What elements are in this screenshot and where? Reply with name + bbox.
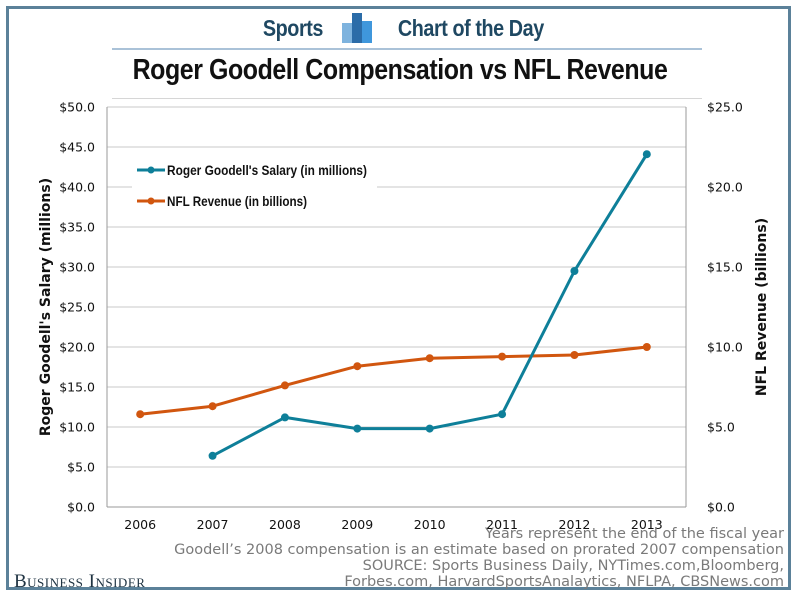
footnote-fiscal-year: Years represent the end of the fiscal ye… (484, 526, 784, 542)
right-tick-label: $25.0 (707, 100, 743, 115)
left-tick-label: $25.0 (59, 300, 95, 315)
series-lines (136, 150, 651, 460)
x-tick-label: 2009 (341, 517, 373, 532)
header-sports-label: Sports (263, 14, 324, 41)
x-axis-ticks: 2006 2007 2008 2009 2010 2011 2012 2013 (124, 517, 662, 532)
right-axis-ticks: $0.0 $5.0 $10.0 $15.0 $20.0 $25.0 (707, 100, 743, 515)
chart-of-the-day-header: Sports Chart of the Day (112, 8, 702, 50)
business-insider-logo: Business Insider (14, 571, 146, 592)
salary-point (498, 410, 507, 419)
left-axis-ticks: $0.0 $5.0 $10.0 $15.0 $20.0 $25.0 $30.0 $35.0 $4… (59, 100, 95, 515)
left-tick-label: $15.0 (59, 380, 95, 395)
footnote-source-line-1: SOURCE: Sports Business Daily, NYTimes.c… (362, 558, 784, 574)
bar-chart-icon (342, 13, 373, 43)
left-tick-label: $45.0 (59, 140, 95, 155)
gridlines (106, 106, 687, 508)
left-tick-label: $35.0 (59, 220, 95, 235)
revenue-point (498, 352, 507, 361)
left-tick-label: $30.0 (59, 260, 95, 275)
x-tick-label: 2008 (269, 517, 301, 532)
right-tick-label: $5.0 (707, 420, 735, 435)
legend: Roger Goodell's Salary (in millions) NFL … (132, 154, 377, 219)
revenue-point (353, 362, 362, 371)
revenue-line (140, 345, 647, 416)
chart-frame (6, 6, 791, 590)
left-tick-label: $10.0 (59, 420, 95, 435)
header-chart-of-day-label: Chart of the Day (397, 14, 544, 41)
right-tick-label: $10.0 (707, 340, 743, 355)
revenue-point (208, 402, 217, 411)
legend-item-salary: Roger Goodell's Salary (in millions) (137, 163, 367, 178)
left-tick-label: $5.0 (67, 460, 95, 475)
chart-title: Roger Goodell Compensation vs NFL Revenu… (132, 54, 668, 86)
revenue-point (425, 354, 434, 363)
right-axis-title: NFL Revenue (billions) (754, 218, 770, 396)
legend-label: NFL Revenue (in billions) (167, 194, 307, 209)
title-divider (112, 98, 702, 99)
x-tick-label: 2006 (124, 517, 156, 532)
left-tick-label: $20.0 (59, 340, 95, 355)
salary-point (642, 150, 651, 159)
legend-swatch-marker (147, 166, 155, 174)
salary-point (570, 267, 579, 275)
revenue-point (280, 381, 289, 390)
revenue-point (570, 351, 579, 359)
legend-item-revenue: NFL Revenue (in billions) (137, 194, 307, 209)
revenue-point (136, 410, 145, 419)
x-tick-label: 2010 (414, 517, 446, 532)
left-axis-title: Roger Goodell's Salary (millions) (38, 178, 54, 436)
salary-point (425, 424, 434, 433)
legend-swatch-marker (147, 197, 155, 205)
salary-series (208, 150, 651, 460)
salary-point (353, 424, 362, 433)
left-tick-label: $0.0 (67, 500, 95, 515)
right-tick-label: $0.0 (707, 500, 735, 515)
legend-label: Roger Goodell's Salary (in millions) (167, 163, 367, 178)
salary-point (280, 413, 289, 422)
legend-background (132, 154, 377, 219)
x-tick-label: 2011 (486, 517, 518, 532)
left-tick-label: $50.0 (59, 100, 95, 115)
footnote-source-line-2: Forbes.com, HarvardSportsAnalaytics, NFL… (344, 574, 784, 590)
footnote-2008-estimate: Goodell’s 2008 compensation is an estima… (174, 542, 784, 558)
right-tick-label: $15.0 (707, 260, 743, 275)
left-tick-label: $40.0 (59, 180, 95, 195)
revenue-point (642, 343, 651, 351)
x-tick-label: 2007 (197, 517, 229, 532)
x-tick-label: 2013 (631, 517, 663, 532)
revenue-series (136, 343, 651, 419)
salary-point (208, 451, 217, 460)
right-tick-label: $20.0 (707, 180, 743, 195)
x-tick-label: 2012 (559, 517, 591, 532)
